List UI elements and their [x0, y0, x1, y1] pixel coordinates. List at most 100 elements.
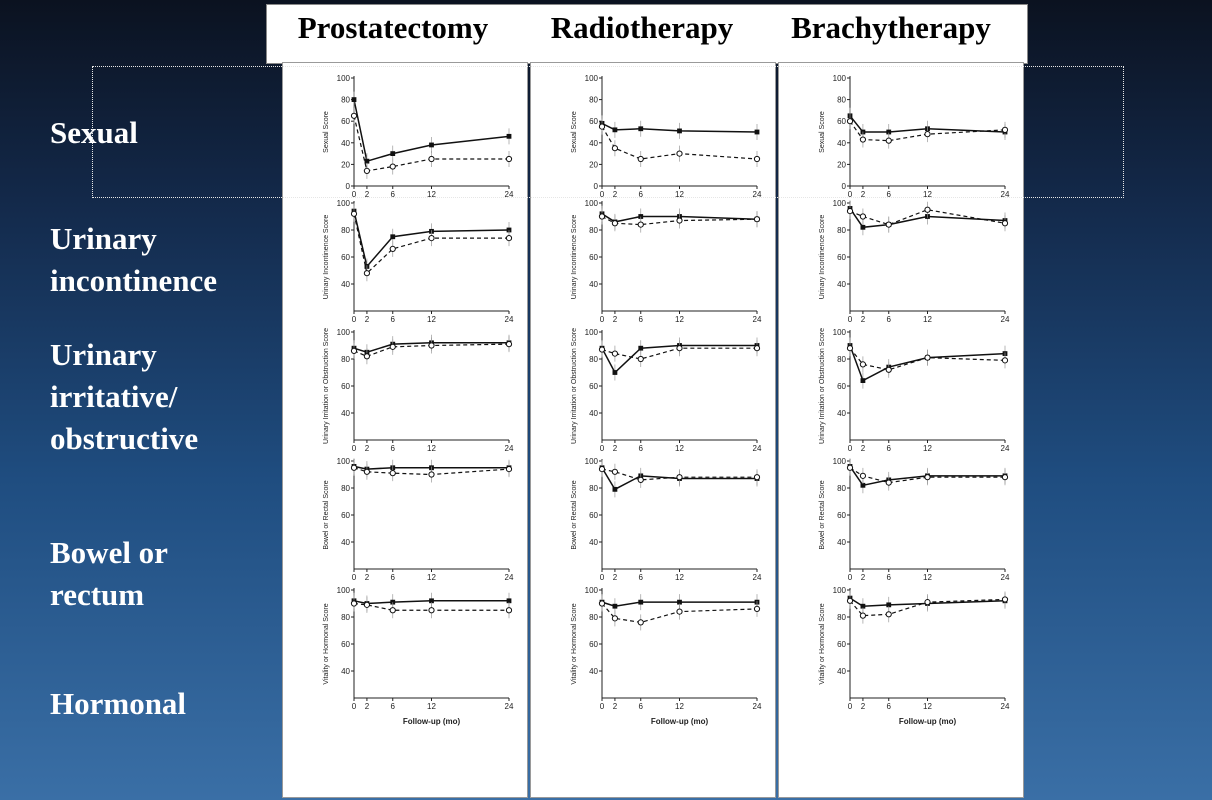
panel-2-ytick-label: 80 — [837, 96, 846, 105]
panel-10-ylabel: Bowel or Rectal Score — [571, 480, 578, 549]
panel-7-series-1-point — [598, 346, 606, 353]
panel-6-series-1-point — [428, 342, 435, 349]
panel-9-ytick-label: 60 — [341, 511, 350, 520]
panel-8-ytick-label: 80 — [837, 355, 846, 364]
panel-1-series-1-point — [676, 150, 683, 157]
panel-4-series-1-point — [611, 220, 619, 227]
row-label-urinary-irritative: Urinary irritative/ obstructive — [50, 337, 199, 456]
panel-5-series-1-point — [1001, 220, 1009, 227]
panel-12-series-1-point — [389, 607, 396, 614]
panel-4-xtick-label: 0 — [600, 315, 605, 324]
panel-3-ylabel: Urinary Incontinence Score — [323, 215, 330, 300]
panel-8-series-0-point — [860, 378, 866, 383]
panel-12-series-1-line — [353, 602, 509, 611]
panel-2-ytick-label: 20 — [837, 160, 846, 169]
panel-8-xtick-label: 12 — [923, 444, 932, 453]
panel-9-xtick-label: 24 — [505, 573, 514, 582]
panel-14-series-1-point — [885, 611, 892, 618]
panel-8-series-1-point — [1001, 357, 1009, 364]
panel-5-series-1-point — [846, 208, 854, 215]
panel-1-series-1-point — [637, 155, 644, 163]
panel-14-xtick-label: 12 — [923, 702, 932, 711]
panel-0-xtick-label: 6 — [391, 190, 396, 199]
panel-10-xtick-label: 24 — [753, 573, 762, 582]
panel-10-xtick-label: 2 — [613, 573, 618, 582]
panel-12-ytick-label: 80 — [341, 613, 350, 622]
panel-11-series-1-point — [859, 472, 867, 479]
panel-10-series-1-point — [753, 474, 761, 481]
panel-0-series-1-point — [350, 112, 358, 119]
panel-3-series-1-point — [389, 245, 396, 252]
panel-3-series-0-point — [390, 234, 396, 240]
panel-0-xtick-label: 24 — [505, 190, 514, 199]
panel-3-series-1-point — [350, 210, 358, 217]
panel-7-ylabel: Urinary Irritation or Obstruction Score — [571, 328, 578, 444]
panel-11-ytick-label: 100 — [833, 457, 847, 466]
panel-9-series-1-point — [428, 471, 435, 478]
panel-2-xtick-label: 6 — [887, 190, 892, 199]
panel-3-xtick-label: 2 — [365, 315, 370, 324]
panel-6-ylabel: Urinary Irritation or Obstruction Score — [323, 328, 330, 444]
panel-11-xtick-label: 0 — [848, 573, 853, 582]
panel-2-ytick-label: 60 — [837, 117, 846, 126]
panel-11-xtick-label: 6 — [887, 573, 892, 582]
panel-6-series-1-point — [363, 353, 371, 360]
panel-10-xtick-label: 0 — [600, 573, 605, 582]
panel-7-series-1-point — [611, 350, 619, 357]
panel-0-series-1-line — [353, 115, 509, 172]
panel-11-series-1-line — [849, 467, 1005, 484]
column-title-prostatectomy: Prostatectomy — [297, 10, 489, 45]
panel-11-series-0-point — [860, 482, 866, 488]
panel-3-series-0-point — [506, 227, 512, 233]
panel-11-series-1-point — [924, 474, 931, 481]
panel-10-series-1-point — [598, 466, 606, 473]
panel-14-series-1-point — [859, 612, 867, 619]
panel-14-xtick-label: 24 — [1001, 702, 1010, 711]
panel-13-xlabel: Follow-up (mo) — [651, 717, 709, 726]
row-label-urinary-incontinence: Urinary incontinence — [50, 221, 218, 298]
panel-5-ytick-label: 60 — [837, 253, 846, 262]
panel-13-ytick-label: 40 — [589, 667, 598, 676]
panel-3-ytick-label: 60 — [341, 253, 350, 262]
panel-3-series-1-point — [505, 235, 513, 242]
panel-9-xtick-label: 6 — [391, 573, 396, 582]
panel-7-series-1-point — [676, 345, 683, 352]
panel-6-ytick-label: 100 — [337, 328, 351, 337]
panel-6-xtick-label: 12 — [427, 444, 436, 453]
panel-9-series-1-point — [350, 464, 358, 471]
row-label-bowel: Bowel or rectum — [50, 535, 168, 612]
panel-8-ytick-label: 60 — [837, 382, 846, 391]
panel-5-xtick-label: 6 — [887, 315, 892, 324]
panel-6-series-1-point — [505, 341, 513, 348]
panel-1-series-1-point — [598, 123, 606, 130]
panel-9-series-1-point — [505, 466, 513, 473]
panel-7-xtick-label: 2 — [613, 444, 618, 453]
panel-2-series-1-point — [924, 131, 931, 138]
panel-14-ylabel: Vitality or Hormonal Score — [819, 603, 826, 684]
panel-10-series-1-point — [676, 474, 683, 481]
panel-14-series-1-point — [1001, 596, 1009, 603]
panel-8-xtick-label: 6 — [887, 444, 892, 453]
panel-14-series-0-point — [886, 602, 892, 608]
panel-14-series-1-point — [846, 597, 854, 604]
panel-14-xtick-label: 0 — [848, 702, 853, 711]
panel-12-series-1-point — [363, 601, 371, 608]
panel-3-ytick-label: 80 — [341, 226, 350, 235]
panel-7-series-0-point — [612, 370, 618, 375]
panel-1-series-0-point — [612, 127, 618, 133]
panel-0-xtick-label: 12 — [427, 190, 436, 199]
panel-2-series-0-point — [886, 129, 892, 135]
panel-11-xtick-label: 2 — [861, 573, 866, 582]
panel-12-ytick-label: 60 — [341, 640, 350, 649]
panel-12-series-0-point — [390, 599, 396, 605]
panel-14-ytick-label: 60 — [837, 640, 846, 649]
panel-13-xtick-label: 6 — [639, 702, 644, 711]
panel-7-series-0-point — [638, 345, 644, 351]
panel-13-series-1-point — [676, 608, 683, 615]
panel-1-series-1-point — [611, 145, 619, 152]
panel-12-xtick-label: 6 — [391, 702, 396, 711]
panel-12-xtick-label: 12 — [427, 702, 436, 711]
panel-1-series-1-point — [753, 155, 761, 163]
panel-6-ytick-label: 40 — [341, 409, 350, 418]
